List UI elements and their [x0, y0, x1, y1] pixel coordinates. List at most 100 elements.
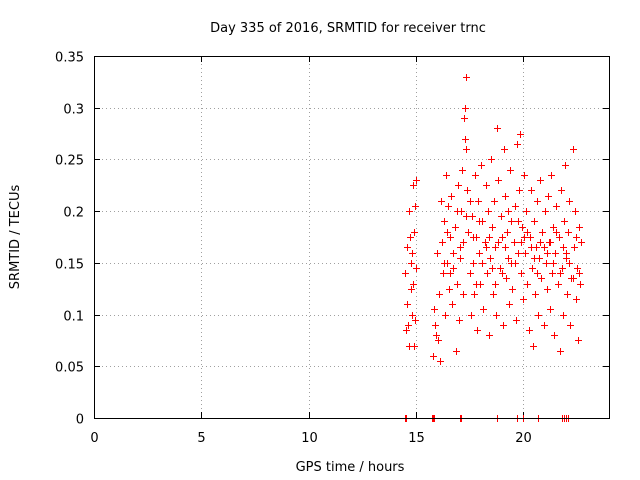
data-point	[539, 229, 546, 236]
data-point	[450, 265, 457, 272]
data-points	[402, 74, 585, 422]
data-point	[454, 281, 461, 288]
data-point	[437, 358, 444, 365]
data-point	[461, 115, 468, 122]
y-tick-label: 0.1	[63, 310, 84, 325]
data-point	[563, 250, 570, 257]
data-point	[462, 105, 469, 112]
x-axis-label: GPS time / hours	[296, 460, 405, 475]
data-point	[460, 239, 467, 246]
data-point	[531, 218, 538, 225]
data-point	[577, 281, 584, 288]
data-point	[562, 162, 569, 169]
data-point	[560, 312, 567, 319]
data-point	[505, 208, 512, 215]
data-point	[502, 244, 509, 251]
data-point	[504, 229, 511, 236]
data-point	[487, 255, 494, 262]
data-point	[553, 203, 560, 210]
data-point	[556, 234, 563, 241]
data-point	[519, 224, 526, 231]
data-point	[446, 286, 453, 293]
data-point	[406, 208, 413, 215]
data-point	[574, 265, 581, 272]
data-point	[449, 301, 456, 308]
data-point	[500, 322, 507, 329]
y-tick-label: 0.2	[63, 206, 84, 221]
data-point	[476, 250, 483, 257]
data-point	[441, 218, 448, 225]
chart-title: Day 335 of 2016, SRMTID for receiver trn…	[210, 21, 486, 36]
y-tick-label: 0.05	[55, 361, 84, 376]
x-tick-label: 20	[515, 431, 532, 446]
data-point	[518, 270, 525, 277]
data-point	[565, 229, 572, 236]
data-point	[463, 213, 470, 220]
data-point	[478, 162, 485, 169]
data-point	[520, 296, 527, 303]
data-point	[436, 291, 443, 298]
data-point	[454, 208, 461, 215]
data-point	[578, 239, 585, 246]
data-point	[457, 255, 464, 262]
data-point	[508, 260, 515, 267]
data-point	[570, 275, 577, 282]
y-tick-label: 0.25	[55, 154, 84, 169]
data-point	[434, 250, 441, 257]
data-point	[409, 250, 416, 257]
data-point	[438, 198, 445, 205]
data-point	[471, 291, 478, 298]
data-point	[571, 244, 578, 251]
data-point	[489, 224, 496, 231]
data-point	[508, 218, 515, 225]
data-point	[430, 353, 437, 360]
data-point	[463, 146, 470, 153]
data-point	[511, 239, 518, 246]
data-point	[443, 172, 450, 179]
data-point	[497, 265, 504, 272]
data-point	[502, 193, 509, 200]
x-tick-label: 15	[408, 431, 425, 446]
data-point	[431, 306, 438, 313]
data-point	[527, 234, 534, 241]
data-point	[492, 244, 499, 251]
data-point	[567, 322, 574, 329]
data-point	[442, 312, 449, 319]
data-point	[514, 141, 521, 148]
data-point	[531, 255, 538, 262]
data-point	[501, 146, 508, 153]
data-point	[544, 286, 551, 293]
data-point	[523, 208, 530, 215]
data-point	[549, 270, 556, 277]
plot-frame	[94, 56, 610, 419]
data-point	[495, 177, 502, 184]
data-point	[486, 332, 493, 339]
data-point	[541, 322, 548, 329]
data-point	[479, 260, 486, 267]
data-point	[447, 270, 454, 277]
data-point	[573, 296, 580, 303]
data-point	[557, 348, 564, 355]
data-point	[472, 172, 479, 179]
data-point	[403, 327, 410, 334]
data-point	[575, 337, 582, 344]
y-tick-label: 0.15	[55, 258, 84, 273]
data-point	[404, 244, 411, 251]
data-point	[499, 234, 506, 241]
data-point	[445, 203, 452, 210]
data-point	[545, 193, 552, 200]
data-point	[483, 244, 490, 251]
data-point	[529, 265, 536, 272]
data-point	[558, 187, 565, 194]
data-point	[570, 146, 577, 153]
data-point	[522, 250, 529, 257]
data-point	[482, 239, 489, 246]
data-point	[544, 250, 551, 257]
data-point	[555, 281, 562, 288]
data-point	[440, 270, 447, 277]
data-point	[470, 234, 477, 241]
data-point	[561, 218, 568, 225]
data-point	[541, 244, 548, 251]
data-point	[513, 317, 520, 324]
